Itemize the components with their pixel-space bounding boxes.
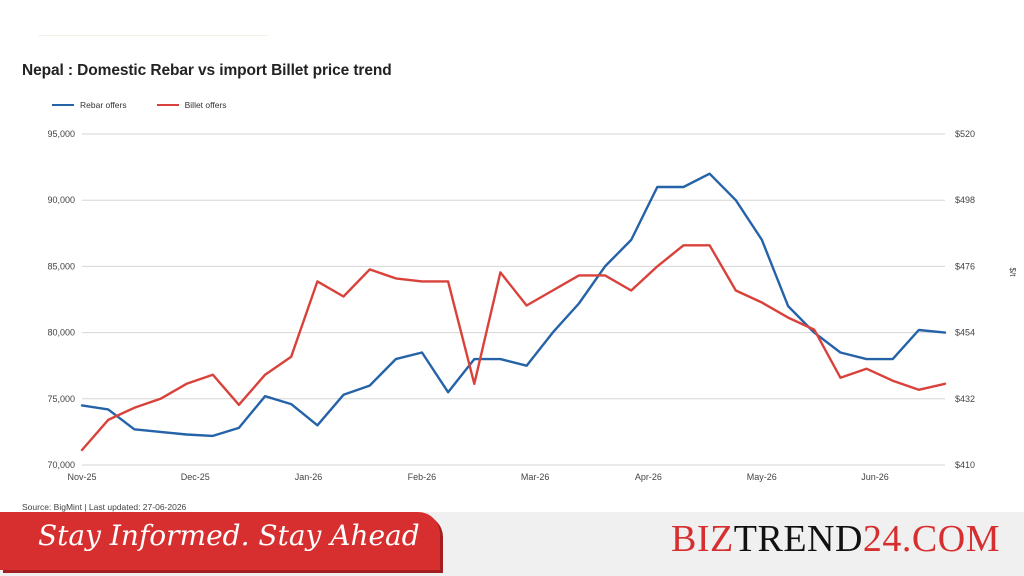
source-note: Source: BigMint | Last updated: 27-06-20… xyxy=(22,502,187,512)
billet-offers-line xyxy=(80,244,947,452)
tagline-banner xyxy=(0,512,440,570)
y-left-tick-label: 75,000 xyxy=(47,394,75,404)
y-right-tick-label: $498 xyxy=(955,195,975,205)
tagline-text: Stay Informed. Stay Ahead xyxy=(38,519,420,552)
y-left-tick-label: 90,000 xyxy=(47,195,75,205)
y-left-tick-label: 70,000 xyxy=(47,460,75,470)
x-tick-label: Apr-26 xyxy=(635,472,662,482)
chart-legend: Rebar offers Billet offers xyxy=(52,100,227,110)
x-tick-label: Dec-25 xyxy=(181,472,210,482)
y-right-tick-label: $520 xyxy=(955,129,975,139)
x-tick-label: Jan-26 xyxy=(295,472,323,482)
legend-swatch-rebar xyxy=(52,104,74,106)
x-tick-label: May-26 xyxy=(747,472,777,482)
y-right-tick-label: $432 xyxy=(955,394,975,404)
x-tick-label: Mar-26 xyxy=(521,472,550,482)
line-chart: 70,000 $410 75,000 $432 80,000 $454 85,000 $476… xyxy=(47,129,1017,482)
brand-part-3: 24.COM xyxy=(862,518,1000,560)
y-right-axis-label: $/t xyxy=(1008,268,1017,278)
legend-item-billet: Billet offers xyxy=(156,100,227,110)
y-left-tick-label: 95,000 xyxy=(47,129,75,139)
x-tick-label: Jun-26 xyxy=(861,472,889,482)
legend-label-billet: Billet offers xyxy=(184,100,227,110)
y-right-tick-label: $476 xyxy=(955,261,975,271)
brand-part-1: BIZ xyxy=(671,518,734,560)
chart-title: Nepal : Domestic Rebar vs import Billet … xyxy=(22,62,392,79)
y-right-tick-label: $410 xyxy=(955,460,975,470)
brand-logo[interactable]: BIZTREND24.COM xyxy=(671,517,1000,561)
legend-item-rebar: Rebar offers xyxy=(52,100,127,110)
y-left-tick-label: 85,000 xyxy=(47,261,75,271)
top-divider xyxy=(38,35,268,36)
y-left-tick-label: 80,000 xyxy=(47,328,75,338)
x-tick-label: Feb-26 xyxy=(408,472,437,482)
x-tick-label: Nov-25 xyxy=(67,472,96,482)
brand-part-2: TREND xyxy=(733,518,863,560)
rebar-offers-line xyxy=(80,172,947,438)
legend-label-rebar: Rebar offers xyxy=(80,100,127,110)
y-right-tick-label: $454 xyxy=(955,328,975,338)
legend-swatch-billet xyxy=(156,104,179,106)
